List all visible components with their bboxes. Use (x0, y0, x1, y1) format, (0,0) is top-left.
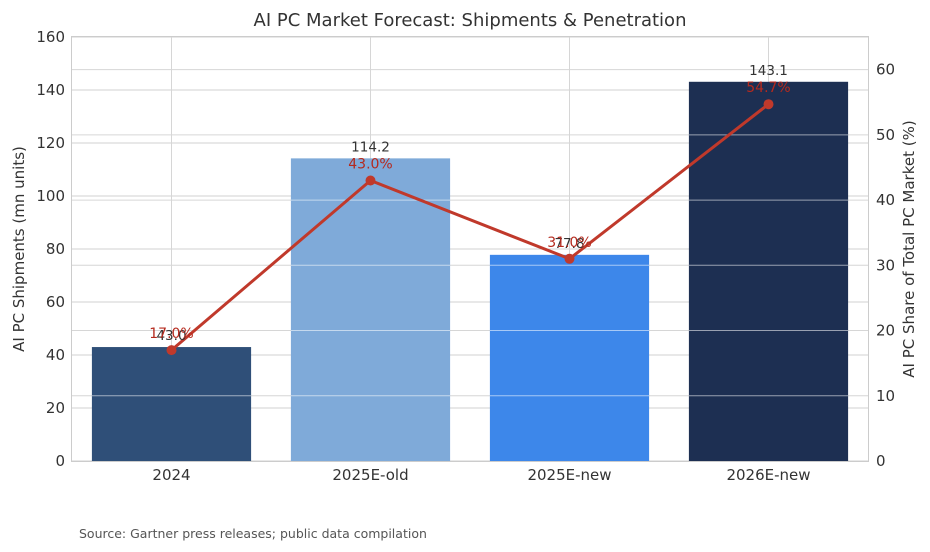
penetration-point (564, 253, 575, 264)
bar-value-label: 77.8 (554, 236, 584, 252)
left-tick-label: 120 (36, 134, 65, 152)
left-axis-label: AI PC Shipments (mn units) (10, 146, 28, 352)
left-tick-label: 80 (46, 240, 65, 258)
category-tick-label: 2026E-new (726, 466, 810, 484)
right-tick-label: 50 (876, 126, 895, 144)
plot-frame (71, 36, 869, 462)
chart-title: AI PC Market Forecast: Shipments & Penet… (254, 10, 687, 31)
category-tick-label: 2025E-new (527, 466, 611, 484)
bar-2026E-new (688, 81, 849, 461)
right-tick-label: 20 (876, 322, 895, 340)
left-tick-label: 140 (36, 81, 65, 99)
left-tick-label: 60 (46, 293, 65, 311)
bar-2024 (91, 347, 252, 461)
right-tick-label: 40 (876, 191, 895, 209)
source-note: Source: Gartner press releases; public d… (79, 526, 427, 541)
right-tick-label: 10 (876, 387, 895, 405)
category-tick-label: 2025E-old (332, 466, 408, 484)
left-tick-label: 100 (36, 187, 65, 205)
penetration-value-label: 54.7% (746, 80, 790, 96)
bar-value-label: 114.2 (351, 139, 390, 155)
right-axis-label: AI PC Share of Total PC Market (%) (900, 120, 918, 377)
bar-value-label: 43.0 (156, 328, 186, 344)
category-tick-label: 2024 (152, 466, 190, 484)
penetration-line-series (166, 99, 774, 356)
left-tick-label: 40 (46, 346, 65, 364)
category-axis-ticks: 2024 2025E-old 2025E-new 2026E-new (152, 466, 810, 484)
right-tick-label: 30 (876, 256, 895, 274)
left-tick-label: 20 (46, 399, 65, 417)
bar-value-label: 143.1 (749, 63, 788, 79)
bar-2025E-old (290, 158, 451, 461)
penetration-point (365, 175, 376, 186)
penetration-value-label: 43.0% (348, 157, 392, 173)
data-labels: 43.0 114.2 77.8 143.1 17.0% 43.0% 31.0% 54.7% (149, 63, 790, 344)
left-tick-label: 160 (36, 28, 65, 46)
penetration-value-label: 17.0% (149, 326, 193, 342)
penetration-point (166, 345, 177, 356)
penetration-point (763, 99, 774, 110)
bar-series (91, 81, 849, 461)
right-tick-label: 0 (876, 452, 886, 470)
penetration-value-label: 31.0% (547, 235, 591, 251)
left-axis-ticks: 0 20 40 60 80 100 120 140 160 (36, 28, 65, 470)
penetration-line (170, 103, 770, 352)
right-axis-ticks: 0 10 20 30 40 50 60 (876, 61, 895, 470)
left-tick-label: 0 (55, 452, 65, 470)
right-tick-label: 60 (876, 61, 895, 79)
bar-2025E-new (489, 254, 650, 461)
